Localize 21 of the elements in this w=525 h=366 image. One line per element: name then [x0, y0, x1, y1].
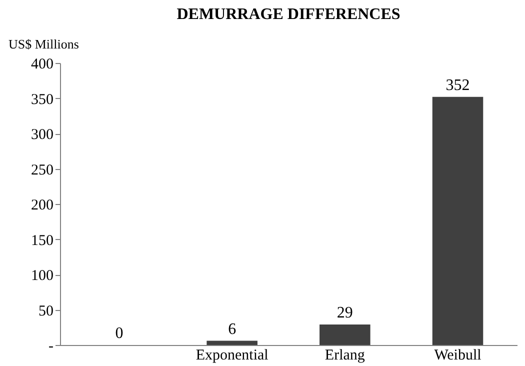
y-tick-label: 400: [31, 56, 54, 72]
data-label: 352: [446, 76, 470, 94]
y-tick-label: 150: [31, 232, 54, 249]
y-axis-title: US$ Millions: [8, 36, 79, 52]
y-tick-label: 350: [31, 92, 54, 108]
y-tick-label: 300: [31, 127, 54, 143]
bar: [432, 96, 484, 345]
y-tick-label: -: [48, 338, 54, 354]
y-tick-label: 250: [31, 162, 54, 178]
data-label: 0: [115, 325, 124, 342]
x-tick-label: Erlang: [324, 348, 366, 364]
data-label: 6: [228, 320, 236, 338]
data-label: 29: [336, 304, 353, 322]
bar: [206, 340, 258, 345]
x-tick-label: Exponential: [196, 348, 268, 364]
y-tick-label: 100: [31, 268, 54, 284]
bar: [320, 324, 370, 345]
chart-title: DEMURRAGE DIFFERENCES: [176, 6, 400, 23]
y-tick-label: 50: [38, 303, 54, 320]
y-tick-label: 200: [31, 198, 54, 214]
x-tick-label: Weibull: [434, 348, 482, 364]
